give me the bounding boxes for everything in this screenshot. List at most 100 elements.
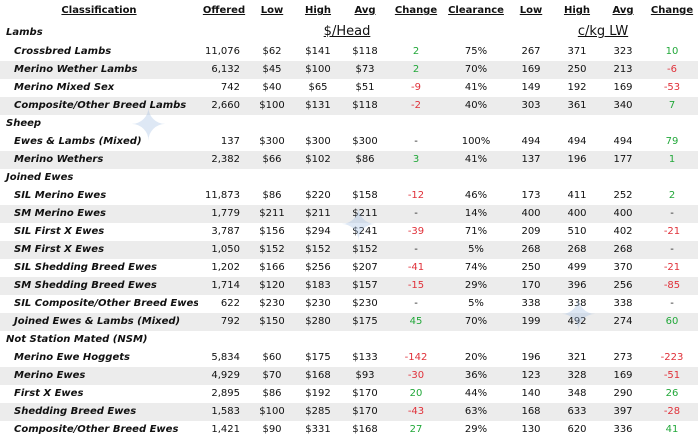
cell-low2: 170 [508,277,554,295]
cell-avg: $86 [342,151,388,169]
table-row: Merino Wether Lambs 6,132 $45 $100 $73 2 70% 16… [0,61,698,79]
cell-offered: 622 [220,298,240,309]
col-high: High [304,5,332,16]
cell-avg2: 213 [600,61,646,79]
cell-change2: -223 [660,352,684,363]
cell-low2: 494 [521,136,541,147]
section-row: Not Station Mated (NSM) [0,331,698,349]
cell-low: $40 [262,82,282,93]
section-title: Sheep [6,118,42,129]
cell-change: -30 [388,367,444,385]
table-row: SIL Merino Ewes 11,873 $86 $220 $158 -12 46% 17… [0,187,698,205]
cell-change: - [414,298,418,309]
cell-avg: $168 [352,424,378,435]
cell-clearance: 41% [464,82,488,93]
cell-change: 27 [409,424,423,435]
table-row: First X Ewes 2,895 $86 $192 $170 20 44% 140 348 2… [0,385,698,403]
cell-change: 20 [409,388,423,399]
sale-report: ✦ ✦ ✦ Classification Offered Low High Av… [0,5,698,435]
cell-high2: 196 [554,151,600,169]
cell-clearance: 36% [444,367,508,385]
section-title: Joined Ewes [6,172,74,183]
cell-change2: -6 [646,61,698,79]
col-classification: Classification [61,5,137,16]
unit-cw-label: c/kg LW [577,24,629,39]
table-row: Merino Mixed Sex 742 $40 $65 $51 -9 41% 149 192 1… [0,79,698,97]
cell-avg: $230 [352,298,378,309]
cell-low: $211 [250,205,294,223]
col-low-cw: Low [519,5,543,16]
cell-low: $166 [259,262,285,273]
cell-high: $192 [305,388,331,399]
cell-offered: 1,421 [211,424,240,435]
cell-change: 2 [412,46,420,57]
row-label: Merino Ewe Hoggets [14,352,130,363]
table-row: SM Shedding Breed Ewes 1,714 $120 $183 $157-… [0,277,698,295]
cell-avg: $133 [352,352,378,363]
row-label: SIL Composite/Other Breed Ewes [14,298,198,309]
cell-high: $280 [294,313,342,331]
table-row: SM First X Ewes 1,050 $152 $152 $152-5% 268 26… [0,241,698,259]
cell-high2: 494 [567,136,587,147]
cell-high2: 328 [554,367,600,385]
cell-offered: 1,202 [211,262,240,273]
cell-avg: $73 [342,61,388,79]
cell-change: - [388,241,444,259]
cell-change: - [414,136,418,147]
table-row: Ewes & Lambs (Mixed) 137 $300 $300 $300 - 100%… [0,133,698,151]
cell-clearance: 44% [464,388,488,399]
cell-high2: 361 [554,97,600,115]
spacer [198,22,250,43]
section-title: Lambs [6,26,43,38]
cell-clearance: 20% [464,352,488,363]
cell-change2: -21 [663,262,681,273]
cell-low2: 123 [508,367,554,385]
cell-offered: 3,787 [211,226,240,237]
row-label: Merino Mixed Sex [14,82,115,93]
cell-change2: 60 [646,313,698,331]
cell-high: $230 [305,298,331,309]
cell-high: $183 [294,277,342,295]
table-row: SIL Composite/Other Breed Ewes 622 $230 $23… [0,295,698,313]
cell-avg: $300 [352,136,378,147]
cell-change: 45 [388,313,444,331]
cell-avg: $51 [355,82,375,93]
cell-change2: 2 [668,190,676,201]
cell-offered: 6,132 [198,61,250,79]
cell-clearance: 5% [468,298,484,309]
cell-low2: 303 [508,97,554,115]
cell-high: $211 [294,205,342,223]
section-title: Not Station Mated (NSM) [6,334,148,345]
cell-avg: $158 [352,190,378,201]
unit-head: $/Head [250,22,444,43]
section-row: Lambs $/Head c/kg LW [0,22,698,43]
cell-low: $230 [259,298,285,309]
table-row: SIL Shedding Breed Ewes 1,202 $166 $256 $207… [0,259,698,277]
col-avg-cw: Avg [612,5,634,16]
cell-avg2: 340 [600,97,646,115]
cell-avg2: 177 [600,151,646,169]
cell-high: $220 [305,190,331,201]
cell-high2: 620 [567,424,587,435]
cell-avg2: 336 [613,424,633,435]
row-label: Crossbred Lambs [14,46,112,57]
cell-high: $131 [294,97,342,115]
cell-change2: 7 [646,97,698,115]
row-label: Ewes & Lambs (Mixed) [14,136,142,147]
col-avg: Avg [354,5,376,16]
row-label: SM Merino Ewes [0,205,198,223]
cell-high2: 338 [567,298,587,309]
table-row: Composite/Other Breed Lambs 2,660 $100 $131… [0,97,698,115]
cell-avg2: 169 [600,367,646,385]
cell-avg2: 252 [613,190,633,201]
cell-low2: 149 [521,82,541,93]
cell-clearance: 40% [444,97,508,115]
cell-high2: 268 [554,241,600,259]
row-label: Composite/Other Breed Lambs [0,97,198,115]
table-row: Merino Ewe Hoggets 5,834 $60 $175 $133 -142 20… [0,349,698,367]
cell-low2: 250 [521,262,541,273]
cell-high2: 348 [567,388,587,399]
section-row: Joined Ewes [0,169,698,187]
cell-offered: 1,714 [198,277,250,295]
cell-high2: 492 [554,313,600,331]
